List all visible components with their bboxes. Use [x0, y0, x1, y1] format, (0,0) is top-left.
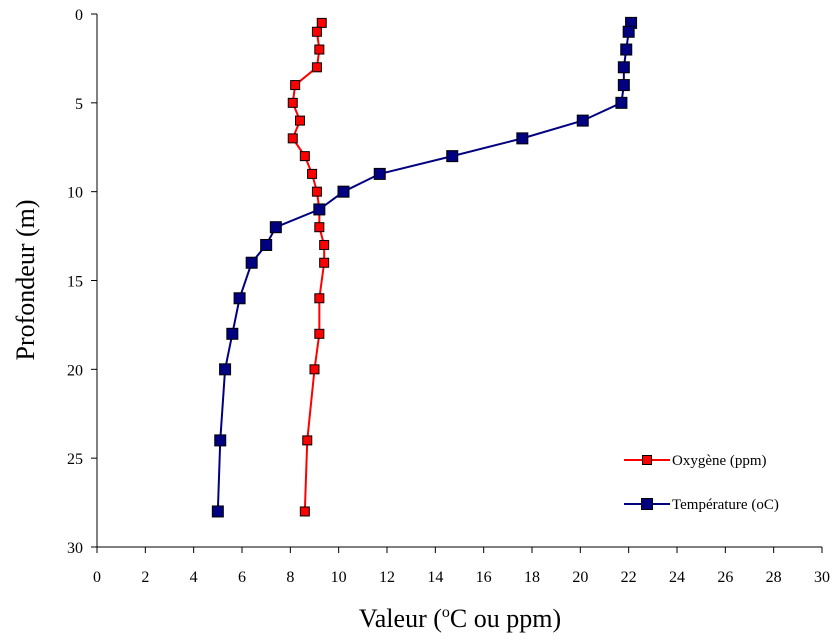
data-point-marker — [233, 292, 246, 305]
series-temperature — [211, 16, 638, 518]
data-point-marker — [290, 80, 301, 91]
data-point-marker — [311, 62, 322, 73]
x-tick-label: 26 — [717, 569, 733, 586]
data-point-marker — [337, 185, 350, 198]
data-point-marker — [314, 44, 325, 55]
legend-label: Oxygène (ppm) — [672, 453, 767, 469]
x-tick-label: 14 — [427, 569, 443, 586]
data-point-marker — [319, 239, 330, 250]
data-point-marker — [287, 97, 298, 108]
x-axis-title: Valeur (oC ou ppm) — [359, 604, 561, 633]
legend-item: Oxygène (ppm) — [624, 453, 767, 469]
legend-marker — [642, 455, 652, 465]
data-point-marker — [295, 115, 305, 126]
x-tick-label: 22 — [621, 569, 637, 586]
y-tick-label: 30 — [67, 540, 83, 557]
y-axis-ticks: 0 5 10 15 20 25 30 — [67, 7, 97, 557]
series-oxygene — [287, 17, 330, 517]
series-line — [216, 22, 633, 512]
data-point-marker — [299, 151, 310, 162]
x-tick-label: 4 — [190, 569, 198, 586]
data-point-marker — [314, 222, 325, 233]
data-point-marker — [617, 79, 630, 92]
x-axis-ticks: 0 2 4 6 8 10 12 14 16 18 20 22 24 26 28 30 — [93, 547, 830, 586]
x-tick-label: 10 — [331, 569, 347, 586]
data-point-marker — [211, 505, 224, 518]
y-axis-title: Profondeur (m) — [11, 199, 40, 360]
y-tick-label: 10 — [67, 185, 83, 202]
legend-label: Température (oC) — [672, 497, 779, 513]
x-tick-label: 20 — [572, 569, 588, 586]
data-point-marker — [299, 506, 310, 517]
data-point-marker — [219, 363, 232, 376]
data-point-marker — [311, 26, 322, 37]
x-tick-label: 18 — [524, 569, 540, 586]
y-tick-label: 0 — [75, 7, 83, 24]
series-layer — [211, 16, 638, 518]
legend: Oxygène (ppm) Température (oC) — [624, 453, 779, 513]
data-point-marker — [226, 327, 239, 340]
data-point-marker — [314, 328, 325, 339]
y-tick-label: 20 — [67, 362, 83, 379]
y-tick-label: 5 — [75, 96, 83, 113]
data-point-marker — [620, 43, 633, 56]
x-tick-label: 28 — [766, 569, 782, 586]
data-point-marker — [319, 257, 330, 268]
data-point-marker — [622, 25, 635, 38]
data-point-marker — [309, 364, 320, 375]
x-tick-label: 2 — [141, 569, 149, 586]
data-point-marker — [287, 133, 298, 144]
legend-marker — [641, 498, 653, 510]
x-tick-label: 30 — [814, 569, 830, 586]
x-tick-label: 16 — [476, 569, 492, 586]
data-point-marker — [576, 114, 589, 127]
data-point-marker — [314, 293, 325, 304]
data-point-marker — [516, 132, 529, 145]
y-tick-label: 15 — [67, 274, 83, 291]
data-point-marker — [245, 256, 258, 269]
x-tick-label: 8 — [286, 569, 294, 586]
data-point-marker — [260, 238, 273, 251]
data-point-marker — [615, 96, 628, 109]
x-tick-label: 12 — [379, 569, 395, 586]
y-tick-label: 25 — [67, 451, 83, 468]
x-tick-label: 24 — [669, 569, 685, 586]
data-point-marker — [316, 17, 327, 28]
legend-item: Température (oC) — [624, 497, 779, 513]
data-point-marker — [617, 61, 630, 74]
x-tick-label: 0 — [93, 569, 101, 586]
data-point-marker — [311, 186, 322, 197]
data-point-marker — [307, 168, 318, 179]
data-point-marker — [302, 435, 313, 446]
data-point-marker — [313, 203, 326, 216]
data-point-marker — [214, 434, 227, 447]
x-tick-label: 6 — [238, 569, 246, 586]
data-point-marker — [373, 167, 386, 180]
data-point-marker — [446, 150, 459, 163]
data-point-marker — [269, 221, 282, 234]
